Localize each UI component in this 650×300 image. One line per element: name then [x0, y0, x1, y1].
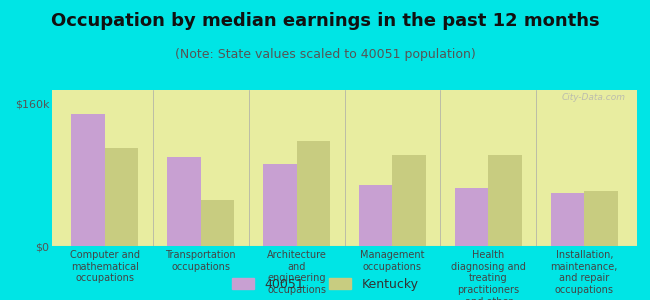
Bar — [105, 148, 138, 246]
Legend: 40051, Kentucky: 40051, Kentucky — [231, 278, 419, 291]
Bar — [296, 141, 330, 246]
Bar — [488, 155, 522, 246]
Bar — [263, 164, 296, 246]
Bar — [393, 155, 426, 246]
Bar — [455, 188, 488, 246]
Text: City-Data.com: City-Data.com — [562, 93, 625, 102]
Bar — [72, 114, 105, 246]
Text: Occupation by median earnings in the past 12 months: Occupation by median earnings in the pas… — [51, 12, 599, 30]
Bar — [584, 191, 618, 246]
Text: (Note: State values scaled to 40051 population): (Note: State values scaled to 40051 popu… — [175, 48, 475, 61]
Bar — [201, 200, 234, 246]
Bar — [167, 157, 201, 246]
Bar — [359, 185, 393, 246]
Bar — [551, 193, 584, 246]
